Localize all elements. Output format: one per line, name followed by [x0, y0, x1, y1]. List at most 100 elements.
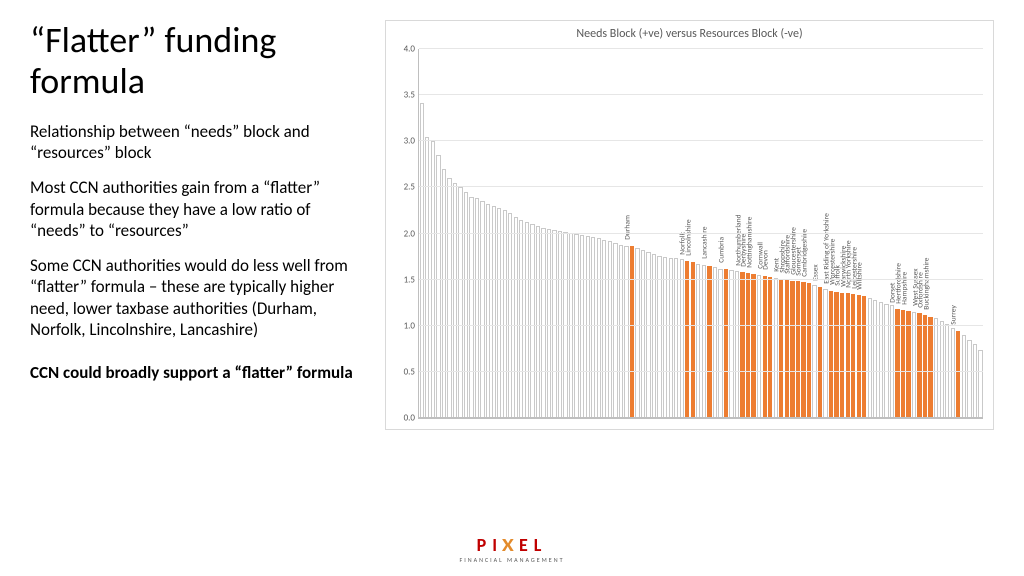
bar — [978, 350, 982, 418]
bar-label: Cambridgeshire — [801, 229, 809, 277]
grid-line: 0.0 — [419, 417, 983, 418]
bar — [586, 236, 590, 418]
bar-slot — [978, 49, 984, 418]
bar — [580, 235, 584, 418]
grid-line: 1.5 — [419, 279, 983, 280]
bar-label: Hampshire — [901, 271, 909, 304]
grid-line: 2.5 — [419, 186, 983, 187]
bar — [591, 237, 595, 418]
bar-highlighted — [685, 261, 689, 418]
logo-x-icon: X — [501, 536, 520, 554]
logo-text: PIXEL — [459, 536, 564, 554]
grid-line: 3.0 — [419, 140, 983, 141]
bar — [934, 318, 938, 418]
bar — [646, 252, 650, 418]
bar-highlighted — [801, 282, 805, 418]
bar-highlighted — [846, 293, 850, 418]
grid-line: 4.0 — [419, 48, 983, 49]
bar-highlighted — [768, 277, 772, 418]
bar-highlighted — [901, 310, 905, 418]
bar-label: Surrey — [951, 305, 959, 325]
bar-highlighted — [751, 274, 755, 418]
bar — [624, 246, 628, 419]
text-column: “Flatter” funding formula Relationship b… — [30, 20, 385, 516]
bar — [464, 192, 468, 418]
slide-title: “Flatter” funding formula — [30, 20, 365, 103]
bar — [503, 210, 507, 418]
bar — [475, 198, 479, 418]
chart-title: Needs Block (+ve) versus Resources Block… — [386, 21, 993, 45]
y-tick-label: 2.0 — [404, 228, 415, 239]
bar — [431, 141, 435, 418]
plot-area: DurhamNorfolkLincolnshireLancashireCumbr… — [418, 49, 983, 419]
bar-label: Durham — [624, 215, 632, 240]
bar — [735, 271, 739, 418]
bar — [812, 285, 816, 418]
bar-highlighted — [834, 292, 838, 418]
bar-highlighted — [862, 296, 866, 418]
bar — [669, 258, 673, 419]
logo-right: EL — [519, 534, 547, 556]
chart-column: Needs Block (+ve) versus Resources Block… — [385, 20, 994, 516]
bar — [514, 217, 518, 418]
y-tick-label: 3.5 — [404, 90, 415, 101]
bar-highlighted — [707, 266, 711, 418]
y-tick-label: 1.0 — [404, 320, 415, 331]
bar — [486, 204, 490, 418]
bar-highlighted — [740, 272, 744, 418]
bar — [469, 197, 473, 418]
bar — [635, 248, 639, 418]
bar — [884, 304, 888, 418]
bar-label: Buckinghamshire — [923, 258, 931, 310]
bar — [940, 321, 944, 418]
y-tick-label: 0.5 — [404, 366, 415, 377]
bar-label: Devon — [763, 251, 771, 271]
y-tick-label: 3.0 — [404, 136, 415, 147]
bar — [619, 245, 623, 418]
bar-highlighted — [790, 281, 794, 418]
bar — [597, 238, 601, 418]
logo-subtitle: FINANCIAL MANAGEMENT — [459, 556, 564, 564]
bar-highlighted — [818, 287, 822, 418]
bar — [674, 258, 678, 418]
bar-chart: Needs Block (+ve) versus Resources Block… — [385, 20, 994, 430]
bar — [541, 228, 545, 418]
bar-label: Wiltshire — [857, 262, 865, 289]
bar — [508, 213, 512, 418]
bar — [536, 226, 540, 418]
bar-label: Lincolnshire — [685, 219, 693, 255]
bar — [492, 206, 496, 418]
bar — [608, 241, 612, 418]
bar — [757, 275, 761, 418]
bar-highlighted — [851, 294, 855, 418]
bar-highlighted — [796, 281, 800, 418]
y-tick-label: 1.5 — [404, 274, 415, 285]
paragraph-3: Some CCN authorities would do less well … — [30, 255, 365, 340]
bar — [613, 243, 617, 418]
bar — [702, 265, 706, 418]
bar — [890, 305, 894, 418]
bar-highlighted — [857, 295, 861, 418]
bar — [574, 234, 578, 419]
bar — [973, 344, 977, 418]
footer-logo: PIXEL FINANCIAL MANAGEMENT — [459, 536, 564, 564]
bar — [868, 298, 872, 418]
bar — [602, 240, 606, 418]
grid-line: 1.0 — [419, 325, 983, 326]
bar-highlighted — [807, 283, 811, 418]
bar-highlighted — [829, 291, 833, 418]
bar — [823, 289, 827, 418]
bar — [912, 312, 916, 418]
logo-left: PI — [477, 534, 503, 556]
bar — [967, 340, 971, 418]
bar — [447, 178, 451, 418]
bar-highlighted — [746, 273, 750, 418]
bar — [480, 201, 484, 418]
bar — [680, 259, 684, 418]
paragraph-1: Relationship between “needs” block and “… — [30, 121, 365, 164]
y-tick-label: 2.5 — [404, 182, 415, 193]
bar-highlighted — [928, 317, 932, 418]
paragraph-conclusion: CCN could broadly support a “flatter” fo… — [30, 362, 365, 383]
grid-line: 3.5 — [419, 94, 983, 95]
grid-line: 2.0 — [419, 233, 983, 234]
